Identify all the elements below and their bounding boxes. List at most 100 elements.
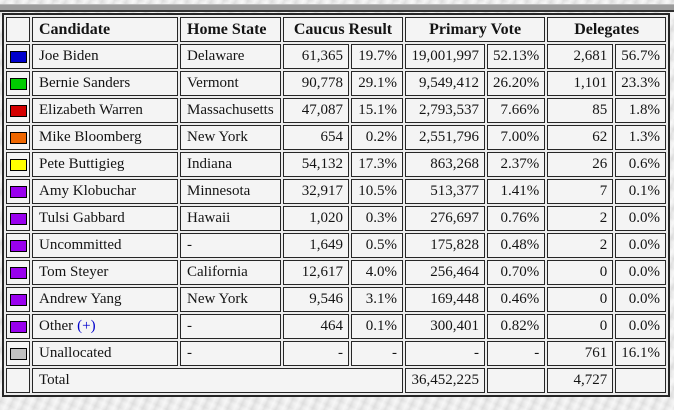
delegates-percent: 16.1%	[615, 341, 666, 366]
caucus-percent: 0.3%	[351, 206, 403, 231]
table-row-bernie-sanders: Bernie Sanders Vermont 90,778 29.1% 9,54…	[6, 71, 666, 96]
home-state: -	[180, 314, 281, 339]
swatch-column-header	[6, 17, 30, 42]
home-state: New York	[180, 287, 281, 312]
total-delegates-percent-empty-cell	[615, 368, 666, 393]
unallocated-color-swatch	[9, 347, 27, 360]
table-row-other: Other (+) - 464 0.1% 300,401 0.82% 0 0.0%	[6, 314, 666, 339]
table-row-unallocated: Unallocated - - - - - 761 16.1%	[6, 341, 666, 366]
table-row-mike-bloomberg: Mike Bloomberg New York 654 0.2% 2,551,7…	[6, 125, 666, 150]
primary-votes: -	[405, 341, 485, 366]
delegates-count: 2	[547, 206, 614, 231]
candidate-color-swatch	[9, 185, 27, 198]
table-row-pete-buttigieg: Pete Buttigieg Indiana 54,132 17.3% 863,…	[6, 152, 666, 177]
other-candidates-expand-link[interactable]: (+)	[77, 318, 96, 334]
caucus-percent: 4.0%	[351, 260, 403, 285]
primary-vote-column-header: Primary Vote	[405, 17, 546, 42]
primary-percent: 1.41%	[487, 179, 546, 204]
table-row-elizabeth-warren: Elizabeth Warren Massachusetts 47,087 15…	[6, 98, 666, 123]
primary-percent: 26.20%	[487, 71, 546, 96]
delegates-percent: 23.3%	[615, 71, 666, 96]
primary-votes: 513,377	[405, 179, 485, 204]
candidate-color-swatch	[9, 293, 27, 306]
primary-votes: 276,697	[405, 206, 485, 231]
total-primary-votes: 36,452,225	[405, 368, 485, 393]
candidate-color-swatch	[9, 104, 27, 117]
delegates-percent: 56.7%	[615, 44, 666, 69]
primary-percent: 0.48%	[487, 233, 546, 258]
table-row-amy-klobuchar: Amy Klobuchar Minnesota 32,917 10.5% 513…	[6, 179, 666, 204]
candidate-color-swatch	[9, 131, 27, 144]
primary-votes: 19,001,997	[405, 44, 485, 69]
home-state: Massachusetts	[180, 98, 281, 123]
caucus-result-column-header: Caucus Result	[283, 17, 403, 42]
delegates-percent: 0.0%	[615, 260, 666, 285]
caucus-percent: 0.1%	[351, 314, 403, 339]
total-swatch-empty-cell	[6, 368, 30, 393]
candidate-column-header: Candidate	[32, 17, 178, 42]
primary-percent: 0.70%	[487, 260, 546, 285]
caucus-percent: 17.3%	[351, 152, 403, 177]
caucus-percent: 29.1%	[351, 71, 403, 96]
primary-percent: 7.66%	[487, 98, 546, 123]
candidate-name: Other	[39, 318, 74, 334]
total-delegates: 4,727	[547, 368, 614, 393]
table-row-tulsi-gabbard: Tulsi Gabbard Hawaii 1,020 0.3% 276,697 …	[6, 206, 666, 231]
primary-votes: 300,401	[405, 314, 485, 339]
delegates-count: 62	[547, 125, 614, 150]
caucus-percent: 0.2%	[351, 125, 403, 150]
page: { "colors": { "link": "#0000cc", "rule_b…	[0, 4, 674, 410]
delegates-percent: 1.3%	[615, 125, 666, 150]
horizontal-rule	[0, 4, 674, 12]
delegates-count: 761	[547, 341, 614, 366]
delegates-percent: 0.1%	[615, 179, 666, 204]
candidate-name: Pete Buttigieg	[32, 152, 178, 177]
candidate-color-swatch	[9, 212, 27, 225]
table-row-joe-biden: Joe Biden Delaware 61,365 19.7% 19,001,9…	[6, 44, 666, 69]
primary-percent: 0.76%	[487, 206, 546, 231]
home-state: Indiana	[180, 152, 281, 177]
delegates-count: 2,681	[547, 44, 614, 69]
candidate-color-swatch	[9, 77, 27, 90]
primary-votes: 9,549,412	[405, 71, 485, 96]
total-label: Total	[32, 368, 403, 393]
candidate-color-swatch	[9, 50, 27, 63]
primary-results-table: Candidate Home State Caucus Result Prima…	[2, 13, 670, 397]
candidate-name: Bernie Sanders	[32, 71, 178, 96]
home-state: -	[180, 341, 281, 366]
caucus-votes: 47,087	[283, 98, 349, 123]
caucus-percent: 19.7%	[351, 44, 403, 69]
primary-percent: 2.37%	[487, 152, 546, 177]
candidate-name: Tom Steyer	[32, 260, 178, 285]
caucus-votes: 464	[283, 314, 349, 339]
primary-percent: 52.13%	[487, 44, 546, 69]
delegates-count: 85	[547, 98, 614, 123]
home-state: Hawaii	[180, 206, 281, 231]
caucus-votes: 12,617	[283, 260, 349, 285]
primary-percent: 7.00%	[487, 125, 546, 150]
primary-votes: 169,448	[405, 287, 485, 312]
primary-votes: 2,793,537	[405, 98, 485, 123]
candidate-name: Elizabeth Warren	[32, 98, 178, 123]
delegates-percent: 0.0%	[615, 206, 666, 231]
candidate-name: Mike Bloomberg	[32, 125, 178, 150]
caucus-percent: 10.5%	[351, 179, 403, 204]
home-state: Vermont	[180, 71, 281, 96]
caucus-percent: 3.1%	[351, 287, 403, 312]
home-state: New York	[180, 125, 281, 150]
candidate-name: Amy Klobuchar	[32, 179, 178, 204]
caucus-percent: 0.5%	[351, 233, 403, 258]
caucus-percent: 15.1%	[351, 98, 403, 123]
candidate-name: Andrew Yang	[32, 287, 178, 312]
candidate-name: Uncommitted	[32, 233, 178, 258]
caucus-votes: 61,365	[283, 44, 349, 69]
candidate-color-swatch	[9, 158, 27, 171]
candidate-color-swatch	[9, 266, 27, 279]
caucus-votes: 32,917	[283, 179, 349, 204]
delegates-count: 0	[547, 314, 614, 339]
primary-percent: -	[487, 341, 546, 366]
home-state: Minnesota	[180, 179, 281, 204]
delegates-percent: 0.0%	[615, 314, 666, 339]
caucus-votes: 54,132	[283, 152, 349, 177]
delegates-percent: 0.0%	[615, 233, 666, 258]
